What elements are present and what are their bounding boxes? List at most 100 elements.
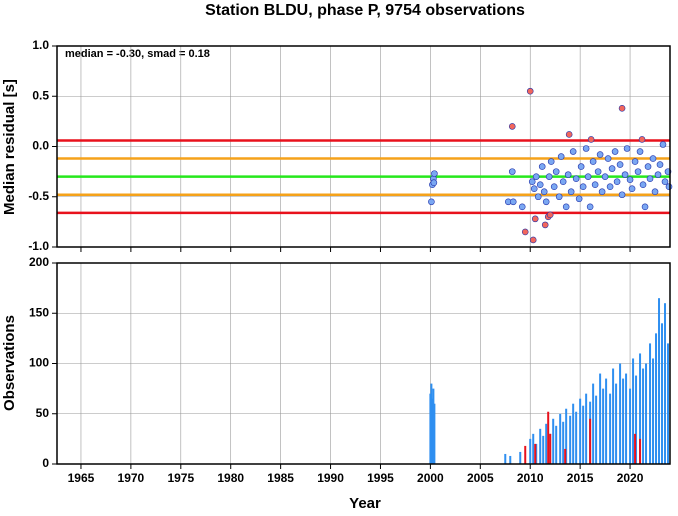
- point: [646, 175, 654, 182]
- point: [651, 188, 659, 196]
- y-tick-label: 50: [36, 406, 50, 420]
- bar: [582, 405, 585, 464]
- bar: [634, 433, 637, 464]
- y-tick-label: 100: [29, 356, 49, 370]
- point: [538, 163, 546, 170]
- point: [641, 203, 649, 211]
- point: [577, 163, 585, 170]
- x-tick-label: 2020: [617, 471, 644, 485]
- point: [550, 183, 558, 190]
- point: [659, 141, 667, 148]
- bar: [569, 415, 572, 464]
- bar: [433, 403, 436, 464]
- bar: [565, 408, 568, 464]
- plot-frame: [56, 45, 671, 248]
- point: [634, 168, 642, 175]
- point: [508, 168, 516, 175]
- bar: [658, 298, 661, 464]
- point: [656, 161, 664, 168]
- point: [638, 136, 646, 143]
- point: [654, 171, 662, 178]
- bar: [612, 368, 615, 464]
- bar: [632, 358, 635, 464]
- point: [661, 178, 669, 185]
- point: [530, 185, 538, 193]
- point: [591, 181, 599, 188]
- bar: [519, 451, 522, 464]
- bar: [609, 393, 612, 464]
- point: [608, 165, 616, 172]
- point: [631, 158, 639, 165]
- bar: [615, 383, 618, 464]
- point: [555, 193, 563, 201]
- bar: [639, 353, 642, 464]
- point: [547, 158, 555, 165]
- point: [528, 178, 536, 185]
- point: [541, 221, 549, 229]
- point: [540, 188, 548, 196]
- point: [559, 178, 567, 185]
- bar: [575, 411, 578, 464]
- bar: [539, 428, 542, 464]
- bar: [661, 323, 664, 464]
- point: [636, 148, 644, 155]
- bar: [545, 423, 548, 464]
- point: [613, 178, 621, 185]
- point: [529, 236, 537, 244]
- point: [509, 198, 517, 206]
- x-tick-label: 1975: [167, 471, 194, 485]
- point: [546, 211, 554, 219]
- bar: [559, 413, 562, 464]
- point: [569, 148, 577, 155]
- x-tick-label: 1965: [68, 471, 95, 485]
- bar: [534, 443, 537, 464]
- x-tick-label: 1980: [217, 471, 244, 485]
- bar: [555, 425, 558, 464]
- bar: [605, 378, 608, 464]
- bar: [629, 388, 632, 464]
- bar: [645, 363, 648, 464]
- point: [584, 173, 592, 180]
- bar: [579, 398, 582, 464]
- point: [616, 161, 624, 168]
- point: [601, 173, 609, 180]
- bar: [504, 453, 507, 464]
- x-tick-label: 1985: [267, 471, 294, 485]
- point: [532, 173, 540, 180]
- bar: [655, 333, 658, 464]
- bar: [625, 373, 628, 464]
- point: [606, 183, 614, 190]
- bar: [542, 435, 545, 464]
- point: [639, 181, 647, 188]
- point: [564, 171, 572, 178]
- point: [572, 175, 580, 182]
- bar: [619, 363, 622, 464]
- x-tick-label: 2010: [517, 471, 544, 485]
- bar: [635, 375, 638, 464]
- bar: [595, 395, 598, 464]
- y-axis-label: Median residual [s]: [1, 79, 18, 215]
- x-tick-label: 1995: [367, 471, 394, 485]
- bar: [524, 445, 527, 464]
- point: [618, 105, 626, 112]
- point: [430, 179, 438, 186]
- bar: [602, 388, 605, 464]
- chart-title: Station BLDU, phase P, 9754 observations: [205, 2, 525, 19]
- plot-frame: [56, 262, 671, 465]
- point: [649, 155, 657, 162]
- x-tick-label: 2000: [417, 471, 444, 485]
- point: [628, 185, 636, 193]
- bar: [572, 403, 575, 464]
- bar: [667, 343, 670, 464]
- bar: [652, 358, 655, 464]
- point: [536, 181, 544, 188]
- point: [598, 188, 606, 196]
- point: [565, 131, 573, 138]
- point: [623, 145, 631, 152]
- bar: [589, 418, 592, 464]
- point: [589, 158, 597, 165]
- point: [534, 193, 542, 201]
- point: [562, 203, 570, 211]
- y-tick-label: 1.0: [32, 38, 49, 52]
